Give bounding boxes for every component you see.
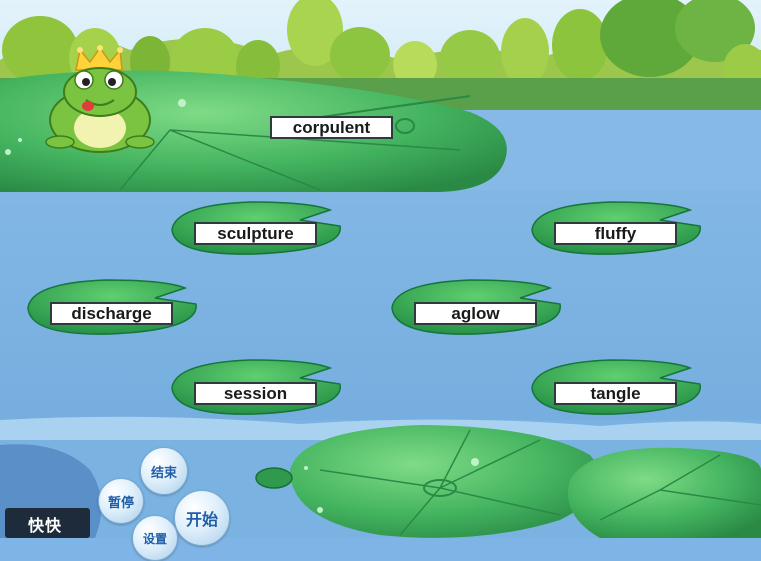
top-banner — [0, 0, 761, 192]
option-word-fluffy[interactable]: fluffy — [554, 222, 677, 245]
option-word-sculpture[interactable]: sculpture — [194, 222, 317, 245]
option-word-aglow[interactable]: aglow — [414, 302, 537, 325]
pond-scene — [0, 0, 761, 538]
frog-king-character — [45, 45, 155, 153]
settings-button[interactable]: 设置 — [132, 515, 178, 561]
pause-button[interactable]: 暂停 — [98, 478, 144, 524]
brand-logo: 快快 — [28, 516, 63, 535]
option-word-session[interactable]: session — [194, 382, 317, 405]
option-word-discharge[interactable]: discharge — [50, 302, 173, 325]
target-word-card[interactable]: corpulent — [270, 116, 393, 139]
start-button[interactable]: 开始 — [174, 490, 230, 546]
end-button[interactable]: 结束 — [140, 447, 188, 495]
option-word-tangle[interactable]: tangle — [554, 382, 677, 405]
